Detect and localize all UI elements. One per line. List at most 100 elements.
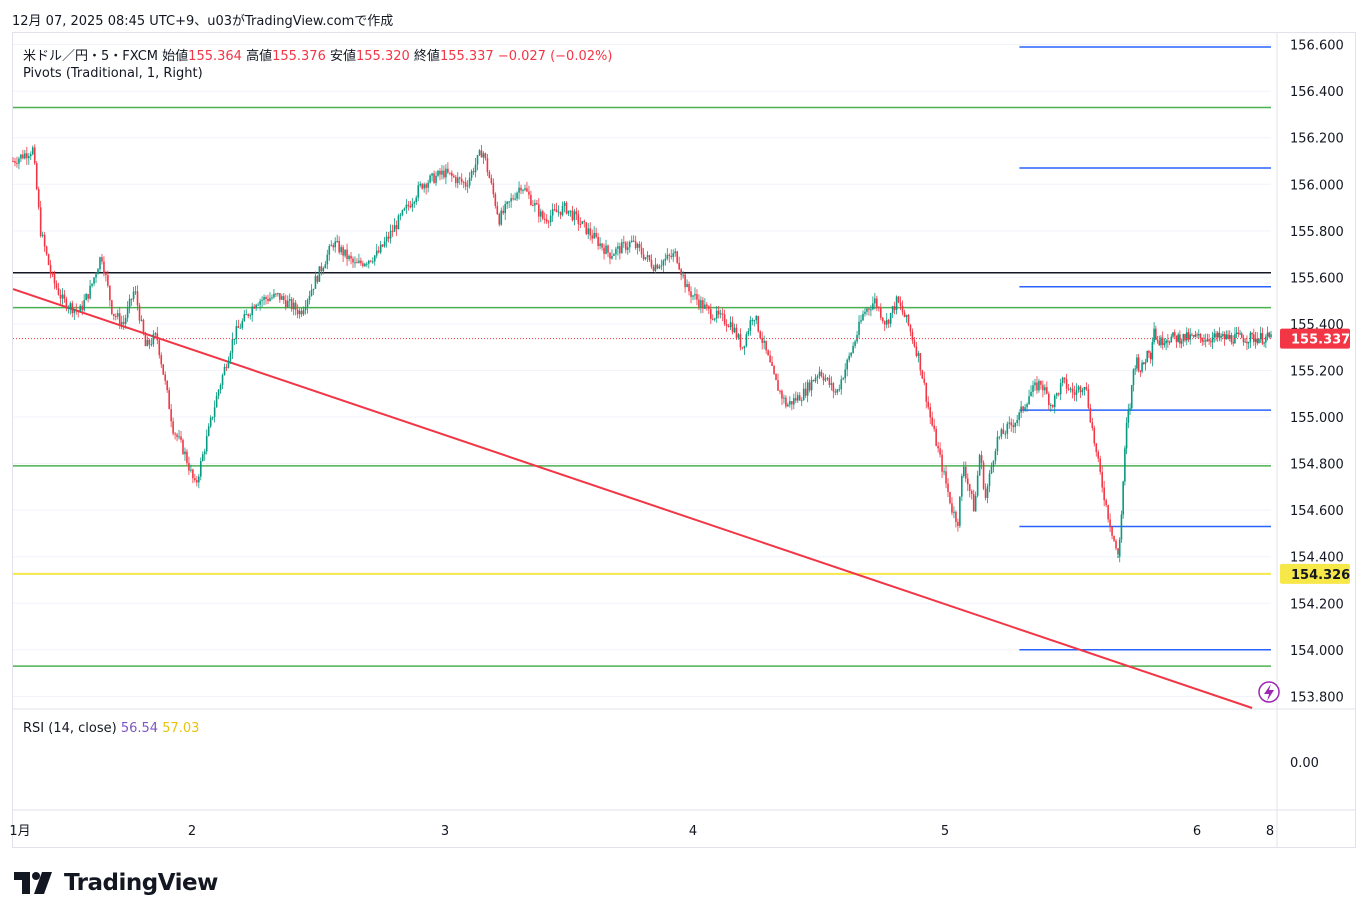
candle-body xyxy=(397,215,400,230)
candle-body xyxy=(45,246,48,255)
candle-body xyxy=(658,266,661,269)
tradingview-logo[interactable]: TradingView xyxy=(14,870,218,896)
candle-body xyxy=(876,298,878,308)
candle-body xyxy=(741,347,744,349)
candle-body xyxy=(480,150,483,158)
candle-body xyxy=(1095,443,1098,452)
candle-body xyxy=(168,390,170,410)
candle-body xyxy=(551,209,554,216)
candle-body xyxy=(883,321,886,325)
candle-body xyxy=(1101,472,1103,488)
candle-body xyxy=(1232,342,1234,344)
candle-body xyxy=(955,511,957,522)
candle-body xyxy=(271,297,273,299)
candle-body xyxy=(308,295,311,301)
candle-body xyxy=(963,466,965,477)
candle-body xyxy=(796,395,799,401)
candle-body xyxy=(1211,337,1214,343)
candle-body xyxy=(1180,341,1183,344)
candle-body xyxy=(559,211,562,216)
candle-body xyxy=(929,407,932,418)
lightning-icon-glyph xyxy=(1264,684,1274,701)
candle-body xyxy=(1030,391,1032,397)
candle-body xyxy=(381,244,384,247)
candle-body xyxy=(417,185,420,198)
chart-frame xyxy=(12,32,1356,848)
candle-body xyxy=(824,378,827,381)
candle-body xyxy=(624,242,627,250)
candle-body xyxy=(757,316,760,332)
candle-body xyxy=(854,341,856,346)
candle-body xyxy=(739,334,742,348)
candle-body xyxy=(403,208,406,211)
candle-body xyxy=(704,304,706,309)
candle-body xyxy=(583,221,586,223)
candle-body xyxy=(836,389,839,393)
candle-body xyxy=(1051,404,1054,408)
candle-body xyxy=(259,300,261,305)
candle-body xyxy=(1118,539,1121,557)
candle-body xyxy=(1240,333,1243,338)
candle-body xyxy=(832,383,835,392)
candle-body xyxy=(73,309,76,314)
candle-body xyxy=(180,436,182,440)
candle-body xyxy=(243,314,246,321)
candle-body xyxy=(192,469,194,479)
candle-body xyxy=(166,380,168,391)
candle-body xyxy=(798,395,801,401)
rsi-legend[interactable]: RSI (14, close) 56.54 57.03 xyxy=(23,721,199,736)
candle-body xyxy=(1079,386,1082,393)
symbol-label[interactable]: 米ドル／円・5・FXCM xyxy=(23,49,159,64)
trend-line xyxy=(12,288,1253,709)
candle-body xyxy=(247,314,250,317)
candle-body xyxy=(71,303,74,314)
candle-body xyxy=(411,203,414,208)
candle-body xyxy=(296,309,299,315)
candle-body xyxy=(976,475,979,496)
candle-body xyxy=(213,407,216,417)
candle-body xyxy=(415,197,418,203)
candle-body xyxy=(1120,514,1123,540)
candle-body xyxy=(267,298,269,302)
candle-body xyxy=(1247,341,1250,344)
candle-body xyxy=(706,304,708,307)
candle-body xyxy=(516,192,518,199)
candle-body xyxy=(198,476,200,483)
support-price-label: 154.326 xyxy=(1291,568,1350,583)
candle-body xyxy=(765,340,767,351)
candle-body xyxy=(28,156,30,159)
candle-body xyxy=(978,455,981,476)
candle-body xyxy=(1053,395,1056,408)
candle-body xyxy=(328,246,331,255)
candle-body xyxy=(326,254,329,265)
candle-body xyxy=(856,334,858,342)
candle-body xyxy=(844,369,847,379)
candle-body xyxy=(91,283,93,286)
candle-body xyxy=(346,249,348,259)
candle-body xyxy=(150,344,153,346)
candle-body xyxy=(63,294,66,299)
candle-body xyxy=(464,182,467,187)
candle-body xyxy=(47,254,50,265)
candle-body xyxy=(1024,407,1026,411)
candle-body xyxy=(253,306,255,309)
candle-body xyxy=(747,331,750,335)
candle-body xyxy=(443,170,445,178)
candle-body xyxy=(1228,335,1231,339)
candle-body xyxy=(899,302,902,306)
candle-body xyxy=(18,158,20,164)
candle-body xyxy=(366,263,368,265)
candle-body xyxy=(595,232,597,238)
candle-body xyxy=(733,327,736,333)
candle-body xyxy=(1087,389,1090,408)
candle-body xyxy=(759,331,762,339)
candle-body xyxy=(996,436,999,452)
candle-body xyxy=(638,243,641,248)
candle-body xyxy=(284,300,287,308)
candle-body xyxy=(911,331,914,341)
candle-body xyxy=(1167,340,1169,342)
pivots-legend[interactable]: Pivots (Traditional, 1, Right) xyxy=(23,66,203,81)
candle-body xyxy=(1179,334,1181,344)
candle-body xyxy=(69,303,72,308)
